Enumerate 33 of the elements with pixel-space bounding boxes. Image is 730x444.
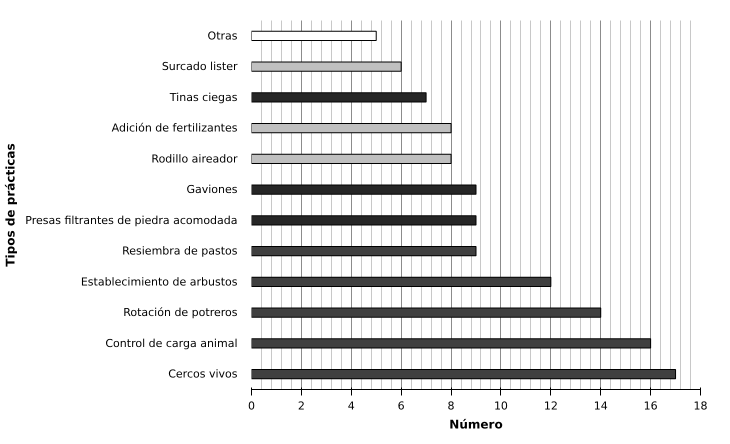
bar <box>252 246 476 256</box>
x-tick-label: 2 <box>298 400 305 412</box>
x-tick-label: 14 <box>594 400 608 412</box>
bar <box>252 369 676 380</box>
y-tick-label: Establecimiento de arbustos <box>80 275 238 288</box>
bar <box>252 30 377 41</box>
x-tick-label: 4 <box>348 400 355 412</box>
y-tick-label: Tinas ciegas <box>168 90 238 104</box>
y-tick-label: Surcado lister <box>162 60 238 74</box>
y-axis-title: Tipos de prácticas <box>3 143 18 267</box>
bar <box>252 215 476 226</box>
x-tick-label: 16 <box>644 400 658 412</box>
y-tick-label: Rodillo aireador <box>151 152 238 166</box>
bar <box>252 184 476 195</box>
x-tick-label: 8 <box>448 400 455 412</box>
y-tick-label: Rotación de potreros <box>123 306 238 320</box>
bar <box>252 338 652 348</box>
y-tick-label: Control de carga animal <box>105 336 238 350</box>
bar <box>252 276 552 287</box>
x-axis-title: Número <box>449 418 503 432</box>
bar <box>252 92 427 102</box>
y-tick-label: Adición de fertilizantes <box>112 122 238 135</box>
y-tick-label: Resiembra de pastos <box>122 244 238 258</box>
bar <box>252 308 602 318</box>
y-tick-label: Otras <box>208 29 238 42</box>
x-tick-label: 0 <box>248 400 255 412</box>
x-tick-label: 18 <box>694 400 708 412</box>
x-tick-label: 12 <box>544 400 558 412</box>
x-tick-label: 6 <box>398 400 405 412</box>
y-tick-label: Presas filtrantes de piedra acomodada <box>25 214 238 227</box>
y-tick-label: Gaviones <box>186 183 238 196</box>
y-tick-label: Cercos vivos <box>168 368 238 381</box>
x-tick-label: 10 <box>494 400 508 412</box>
